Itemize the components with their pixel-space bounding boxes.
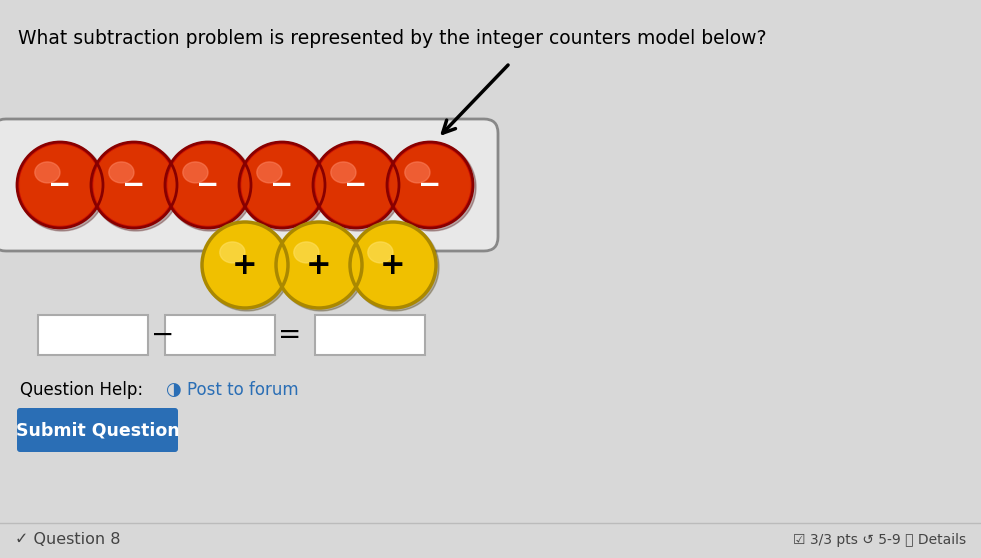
- Text: −: −: [344, 171, 368, 199]
- FancyBboxPatch shape: [17, 408, 178, 452]
- Ellipse shape: [166, 143, 254, 231]
- Ellipse shape: [94, 145, 174, 225]
- Ellipse shape: [242, 145, 322, 225]
- Text: −: −: [48, 171, 72, 199]
- Text: −: −: [196, 171, 220, 199]
- FancyBboxPatch shape: [165, 315, 275, 355]
- Text: Question Help:: Question Help:: [20, 381, 143, 399]
- Ellipse shape: [388, 143, 476, 231]
- Text: −: −: [271, 171, 293, 199]
- Text: =: =: [279, 321, 302, 349]
- Ellipse shape: [182, 162, 208, 183]
- Ellipse shape: [20, 145, 100, 225]
- Ellipse shape: [331, 162, 356, 183]
- Ellipse shape: [220, 242, 245, 263]
- FancyBboxPatch shape: [315, 315, 425, 355]
- Ellipse shape: [34, 162, 60, 183]
- Ellipse shape: [18, 143, 106, 231]
- FancyBboxPatch shape: [0, 119, 498, 251]
- Text: +: +: [381, 251, 406, 280]
- Ellipse shape: [316, 145, 396, 225]
- Text: Post to forum: Post to forum: [187, 381, 298, 399]
- Ellipse shape: [368, 242, 393, 263]
- Ellipse shape: [202, 222, 288, 308]
- Ellipse shape: [165, 142, 251, 228]
- FancyBboxPatch shape: [38, 315, 148, 355]
- Ellipse shape: [276, 222, 362, 308]
- Text: −: −: [123, 171, 145, 199]
- Ellipse shape: [168, 145, 248, 225]
- Ellipse shape: [313, 142, 399, 228]
- Ellipse shape: [203, 223, 291, 311]
- Ellipse shape: [109, 162, 134, 183]
- Ellipse shape: [405, 162, 430, 183]
- Ellipse shape: [351, 223, 439, 311]
- Text: What subtraction problem is represented by the integer counters model below?: What subtraction problem is represented …: [18, 28, 766, 47]
- Text: ☑ 3/3 pts ↺ 5-9 ⓘ Details: ☑ 3/3 pts ↺ 5-9 ⓘ Details: [793, 533, 966, 547]
- Text: −: −: [418, 171, 441, 199]
- Text: ✓ Question 8: ✓ Question 8: [15, 532, 121, 547]
- Text: −: −: [151, 321, 175, 349]
- Ellipse shape: [257, 162, 282, 183]
- Text: ◑: ◑: [165, 381, 181, 399]
- Ellipse shape: [239, 142, 325, 228]
- Text: +: +: [232, 251, 258, 280]
- Ellipse shape: [91, 142, 177, 228]
- Ellipse shape: [240, 143, 328, 231]
- Ellipse shape: [350, 222, 436, 308]
- Ellipse shape: [293, 242, 319, 263]
- Ellipse shape: [17, 142, 103, 228]
- Text: Submit Question: Submit Question: [16, 421, 180, 439]
- Ellipse shape: [92, 143, 180, 231]
- Ellipse shape: [314, 143, 402, 231]
- Ellipse shape: [277, 223, 365, 311]
- Ellipse shape: [390, 145, 470, 225]
- Text: +: +: [306, 251, 332, 280]
- Ellipse shape: [387, 142, 473, 228]
